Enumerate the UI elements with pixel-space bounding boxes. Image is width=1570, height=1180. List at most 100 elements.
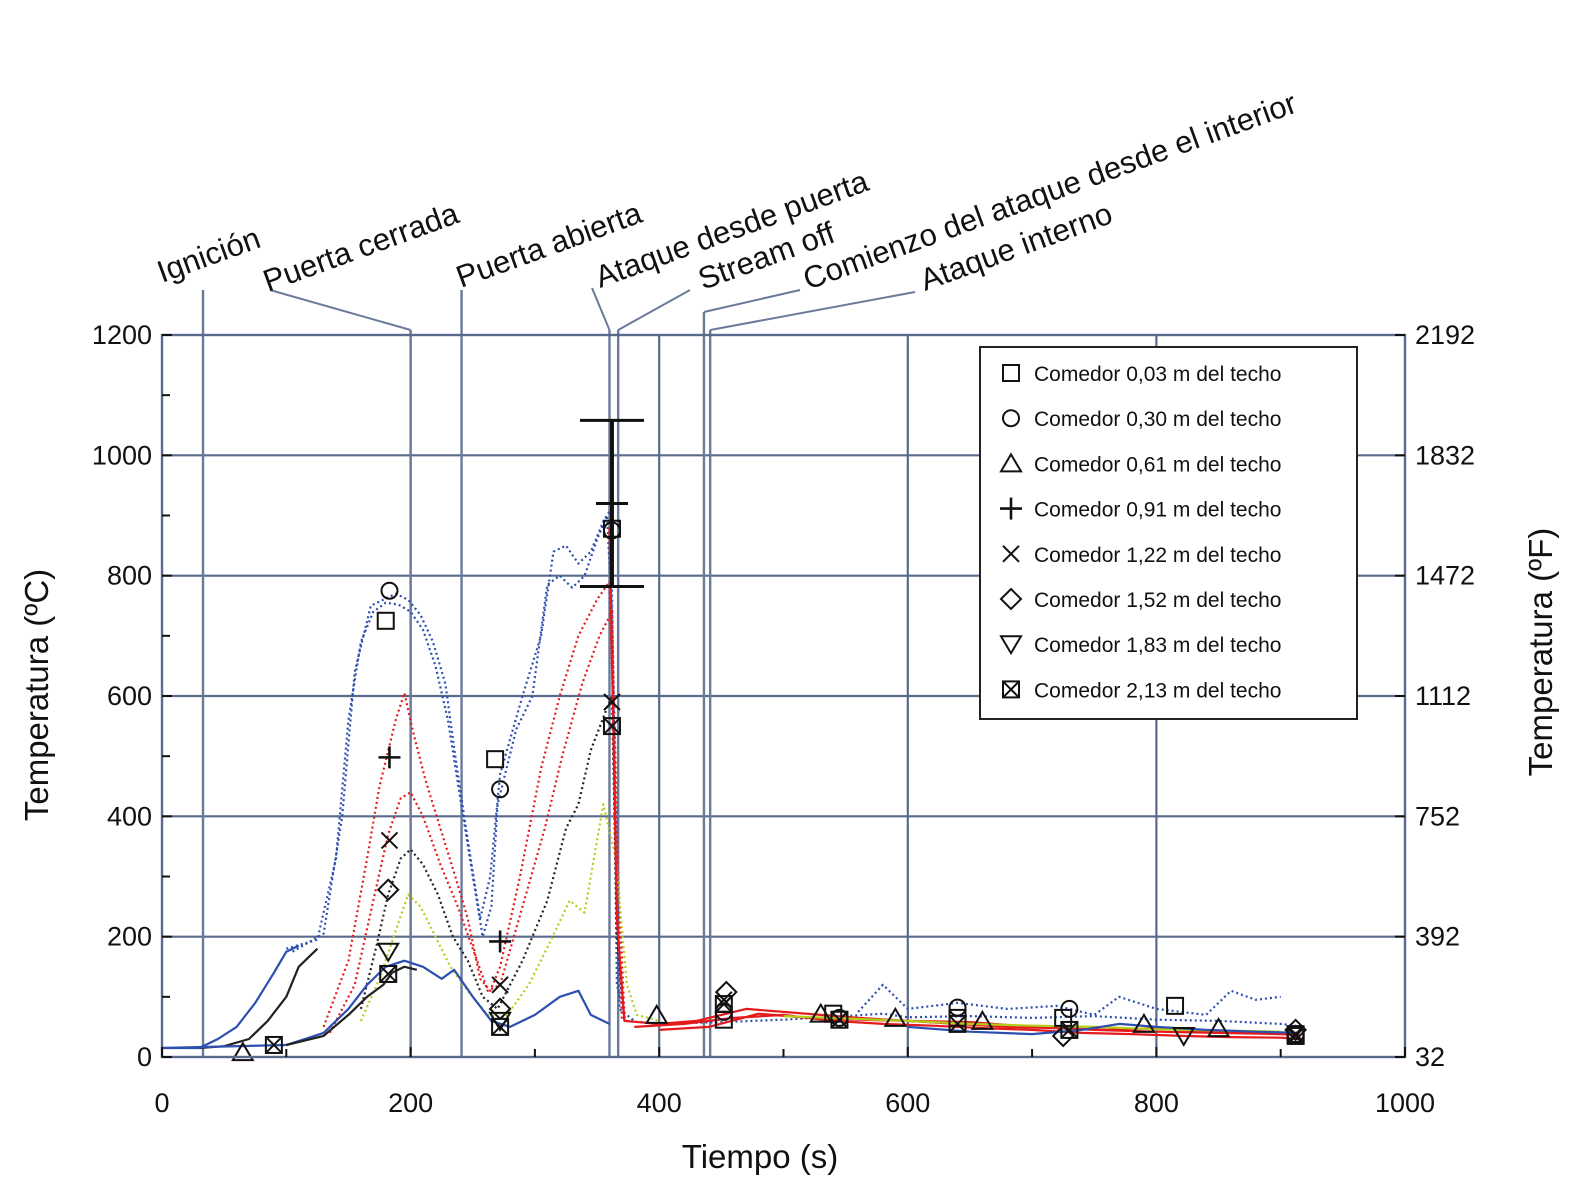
marker-shape bbox=[830, 1010, 849, 1029]
marker-shape bbox=[948, 1014, 967, 1033]
marker-plus bbox=[1000, 497, 1022, 520]
marker-shape bbox=[379, 964, 398, 983]
marker-shape bbox=[491, 780, 510, 799]
marker-plus bbox=[378, 746, 401, 769]
y-tick-label: 400 bbox=[107, 801, 152, 831]
marker-shape bbox=[380, 831, 399, 850]
axes: 0 32 200 392 400 752 600 1112 800 1472 1000 1832 120… bbox=[92, 320, 1475, 1118]
marker-triangle-up bbox=[970, 1009, 995, 1030]
legend-label: Comedor 0,61 m del techo bbox=[1034, 453, 1281, 476]
y2-tick-label: 1472 bbox=[1415, 561, 1475, 591]
marker-boxed-x bbox=[948, 1014, 967, 1033]
series-line bbox=[322, 580, 623, 1028]
marker-shape bbox=[603, 693, 621, 711]
series-line bbox=[161, 959, 610, 1050]
marker-shape bbox=[715, 995, 733, 1013]
marker-square bbox=[1166, 996, 1185, 1015]
event-leader bbox=[703, 289, 801, 313]
marker-shape bbox=[999, 452, 1023, 473]
series-line bbox=[907, 1022, 1300, 1036]
marker-shape bbox=[1206, 1017, 1231, 1038]
marker-shape bbox=[1002, 545, 1020, 563]
marker-shape bbox=[376, 942, 400, 963]
y-axis-title: Temperatura (ºC) bbox=[18, 569, 55, 821]
marker-circle bbox=[602, 521, 621, 540]
marker-shape bbox=[603, 717, 621, 735]
marker-square bbox=[376, 611, 395, 630]
marker-shape bbox=[491, 976, 509, 994]
y-tick-label: 0 bbox=[137, 1042, 152, 1072]
legend-label: Comedor 0,30 m del techo bbox=[1034, 408, 1281, 431]
marker-shape bbox=[1171, 1026, 1196, 1047]
y2-tick-label: 1832 bbox=[1415, 440, 1475, 470]
marker-shape bbox=[1060, 999, 1079, 1018]
marker-boxed-x bbox=[379, 964, 398, 983]
y2-axis-title: Temperatura (ºF) bbox=[1522, 528, 1559, 777]
y-tick-label: 800 bbox=[107, 561, 152, 591]
marker-shape bbox=[491, 1018, 509, 1036]
marker-shape bbox=[376, 611, 395, 630]
series-line bbox=[162, 944, 300, 1050]
event-leader bbox=[269, 289, 411, 331]
marker-shape bbox=[830, 1010, 849, 1029]
marker-shape bbox=[1002, 680, 1020, 699]
marker-shape bbox=[379, 965, 397, 983]
marker-shape bbox=[1002, 409, 1020, 428]
marker-shape bbox=[602, 521, 621, 540]
marker-diamond bbox=[999, 587, 1023, 611]
event-leader bbox=[709, 291, 916, 331]
legend-label: Comedor 2,13 m del techo bbox=[1034, 679, 1281, 702]
y-tick-label: 1000 bbox=[92, 440, 152, 470]
marker-shape bbox=[491, 1017, 510, 1036]
marker-shape bbox=[1060, 1021, 1079, 1039]
marker-x bbox=[380, 831, 399, 850]
marker-circle bbox=[380, 581, 399, 600]
x-tick-label: 800 bbox=[1134, 1088, 1179, 1118]
marker-triangle-up bbox=[231, 1041, 255, 1062]
marker-shape bbox=[265, 1036, 283, 1054]
marker-shape bbox=[999, 635, 1023, 656]
marker-shape bbox=[970, 1009, 995, 1030]
marker-square bbox=[1002, 364, 1020, 382]
marker-shape bbox=[1060, 1020, 1079, 1039]
marker-shape bbox=[1286, 1025, 1305, 1043]
marker-diamond bbox=[1051, 1024, 1075, 1048]
legend-label: Comedor 0,91 m del techo bbox=[1034, 499, 1281, 522]
x-tick-label: 600 bbox=[885, 1088, 930, 1118]
marker-triangle-down bbox=[999, 635, 1023, 656]
marker-shape bbox=[1132, 1012, 1156, 1033]
marker-plus bbox=[489, 930, 512, 953]
marker-triangle-down bbox=[376, 942, 400, 963]
y2-tick-label: 2192 bbox=[1415, 320, 1475, 350]
marker-shape bbox=[376, 878, 400, 902]
marker-boxed-x bbox=[830, 1010, 849, 1029]
marker-circle bbox=[491, 780, 510, 799]
event-label: Comienzo del ataque desde el interior bbox=[798, 85, 1301, 296]
x-tick-label: 400 bbox=[637, 1088, 682, 1118]
legend-label: Comedor 1,22 m del techo bbox=[1034, 544, 1281, 567]
x-tick-label: 0 bbox=[154, 1088, 169, 1118]
marker-square bbox=[486, 750, 505, 769]
marker-triangle-up bbox=[883, 1006, 908, 1027]
marker-x bbox=[1002, 545, 1020, 563]
series-line bbox=[634, 1013, 1300, 1041]
marker-triangle-up bbox=[809, 1002, 833, 1023]
marker-circle bbox=[1002, 409, 1020, 428]
y-tick-label: 600 bbox=[107, 681, 152, 711]
marker-boxed-x bbox=[602, 717, 621, 736]
marker-shape bbox=[1002, 680, 1020, 699]
marker-shape bbox=[644, 1003, 669, 1024]
y2-tick-label: 32 bbox=[1415, 1042, 1445, 1072]
marker-triangle-down bbox=[1171, 1026, 1196, 1047]
legend-label: Comedor 0,03 m del techo bbox=[1034, 363, 1281, 386]
series-markers bbox=[231, 418, 1308, 1062]
marker-circle bbox=[1060, 999, 1079, 1018]
x-tick-label: 200 bbox=[388, 1088, 433, 1118]
marker-triangle-up bbox=[999, 452, 1023, 473]
legend-label: Comedor 1,52 m del techo bbox=[1034, 589, 1281, 612]
marker-shape bbox=[602, 717, 621, 736]
marker-triangle-up bbox=[644, 1003, 669, 1024]
marker-boxed-x bbox=[1060, 1020, 1079, 1039]
marker-shape bbox=[883, 1006, 908, 1027]
series-line bbox=[857, 983, 1281, 1017]
